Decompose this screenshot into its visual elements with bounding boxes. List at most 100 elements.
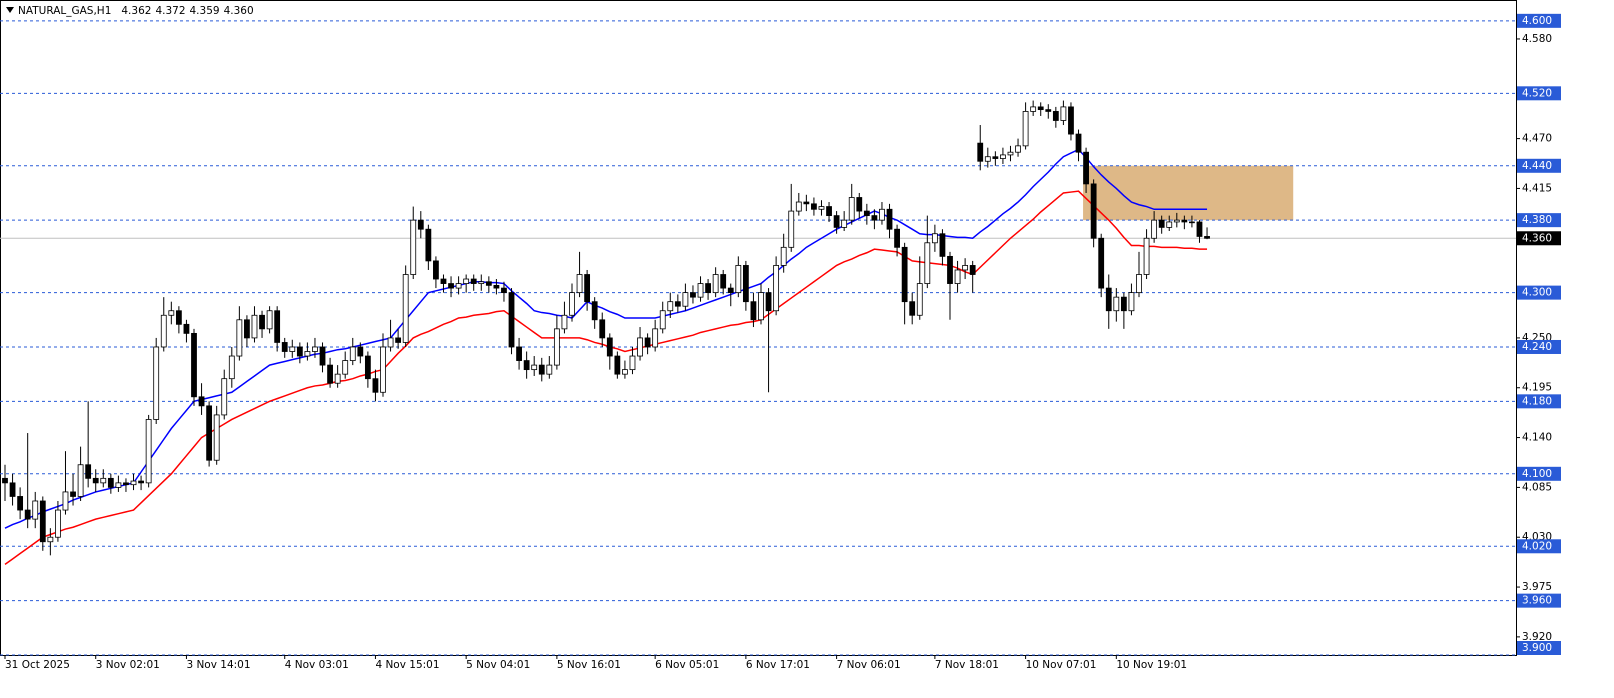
level-label-box bbox=[1517, 339, 1561, 354]
candle-body bbox=[395, 337, 402, 343]
candle-body bbox=[213, 414, 220, 461]
candle-body bbox=[931, 233, 938, 244]
candle-body bbox=[682, 292, 689, 307]
candle-body bbox=[70, 491, 76, 497]
candle-body bbox=[879, 208, 885, 221]
candle-body bbox=[24, 509, 31, 520]
candle-body bbox=[629, 355, 636, 371]
candle-body bbox=[380, 346, 386, 393]
candle-body bbox=[1120, 296, 1127, 312]
x-tick-label: 5 Nov 04:01 bbox=[466, 659, 530, 671]
candle-body bbox=[901, 246, 908, 303]
candle-body bbox=[100, 477, 107, 484]
candle-body bbox=[508, 292, 515, 348]
candle-body bbox=[433, 260, 439, 280]
candle-body bbox=[727, 287, 734, 294]
candle-body bbox=[569, 292, 575, 316]
candle-body bbox=[364, 355, 371, 380]
candle-body bbox=[886, 208, 893, 230]
candle-body bbox=[251, 314, 258, 339]
level-label: 4.240 bbox=[1522, 341, 1552, 353]
candle-body bbox=[939, 233, 946, 257]
candle-body bbox=[720, 274, 727, 289]
candle-body bbox=[546, 364, 553, 375]
candle-body bbox=[85, 464, 92, 479]
candle-body bbox=[1030, 106, 1037, 112]
candle-body bbox=[954, 269, 961, 284]
candle-body bbox=[470, 278, 477, 284]
x-tick-label: 6 Nov 05:01 bbox=[655, 659, 719, 671]
level-label-box bbox=[1517, 394, 1561, 409]
candle-body bbox=[266, 310, 273, 330]
candle-body bbox=[228, 355, 235, 380]
candle-body bbox=[780, 246, 787, 266]
candle-body bbox=[516, 346, 522, 361]
candle-body bbox=[599, 319, 606, 339]
candle-body bbox=[417, 219, 424, 230]
candle-body bbox=[969, 265, 976, 275]
candle-body bbox=[523, 360, 530, 371]
candle-body bbox=[962, 265, 969, 271]
last-price-label: 4.360 bbox=[1522, 232, 1552, 244]
candle-body bbox=[191, 332, 197, 398]
candle-body bbox=[92, 477, 99, 484]
candle-body bbox=[795, 201, 802, 212]
candle-body bbox=[281, 342, 288, 352]
y-tick-label: 3.920 bbox=[1522, 631, 1552, 643]
candle-body bbox=[614, 355, 621, 375]
candle-body bbox=[742, 265, 749, 303]
candle-body bbox=[788, 210, 795, 248]
candle-body bbox=[47, 536, 54, 543]
candle-body bbox=[848, 197, 855, 221]
candle-body bbox=[440, 278, 447, 284]
candle-body bbox=[697, 283, 704, 298]
candle-body bbox=[236, 319, 243, 357]
level-label-box bbox=[1517, 593, 1561, 608]
level-label-box bbox=[1517, 466, 1561, 481]
x-tick-label: 5 Nov 16:01 bbox=[557, 659, 621, 671]
candle-body bbox=[463, 278, 470, 284]
candle-body bbox=[1022, 111, 1029, 147]
candle-body bbox=[705, 283, 711, 294]
candle-body bbox=[841, 219, 848, 228]
x-tick-label: 4 Nov 03:01 bbox=[285, 659, 349, 671]
candle-body bbox=[1068, 106, 1074, 135]
candle-body bbox=[818, 206, 825, 210]
candle-body bbox=[1173, 219, 1180, 223]
level-label-box bbox=[1517, 539, 1561, 554]
y-tick-label: 4.140 bbox=[1522, 432, 1552, 444]
candle-body bbox=[622, 369, 628, 375]
candle-body bbox=[992, 156, 999, 159]
candle-body bbox=[1181, 219, 1188, 223]
x-tick-label: 3 Nov 14:01 bbox=[186, 659, 250, 671]
level-label: 4.600 bbox=[1522, 15, 1552, 27]
candle-body bbox=[17, 496, 24, 511]
candle-body bbox=[909, 301, 916, 316]
candle-body bbox=[1037, 106, 1044, 111]
candle-body bbox=[765, 292, 772, 312]
candle-body bbox=[1189, 221, 1195, 224]
candle-body bbox=[916, 283, 923, 316]
candle-body bbox=[1060, 106, 1067, 121]
x-tick-label: 6 Nov 17:01 bbox=[746, 659, 810, 671]
level-label-box bbox=[1517, 158, 1561, 173]
candle-body bbox=[1166, 221, 1173, 228]
candle-body bbox=[312, 346, 318, 352]
x-tick-label: 10 Nov 07:01 bbox=[1026, 659, 1097, 671]
candle-body bbox=[1128, 292, 1135, 312]
level-label-box bbox=[1517, 213, 1561, 228]
candle-body bbox=[334, 373, 341, 384]
candle-body bbox=[947, 255, 953, 284]
candle-body bbox=[1052, 111, 1059, 121]
x-tick-label: 7 Nov 06:01 bbox=[837, 659, 901, 671]
level-label: 4.520 bbox=[1522, 87, 1552, 99]
moving-average bbox=[4, 190, 1208, 566]
level-label: 3.960 bbox=[1522, 595, 1552, 607]
candle-body bbox=[1196, 221, 1203, 237]
candle-body bbox=[667, 301, 674, 312]
header-value: 4.372 bbox=[155, 5, 185, 17]
candle-body bbox=[160, 314, 167, 348]
candle-body bbox=[591, 301, 598, 321]
candle-body bbox=[372, 378, 379, 393]
